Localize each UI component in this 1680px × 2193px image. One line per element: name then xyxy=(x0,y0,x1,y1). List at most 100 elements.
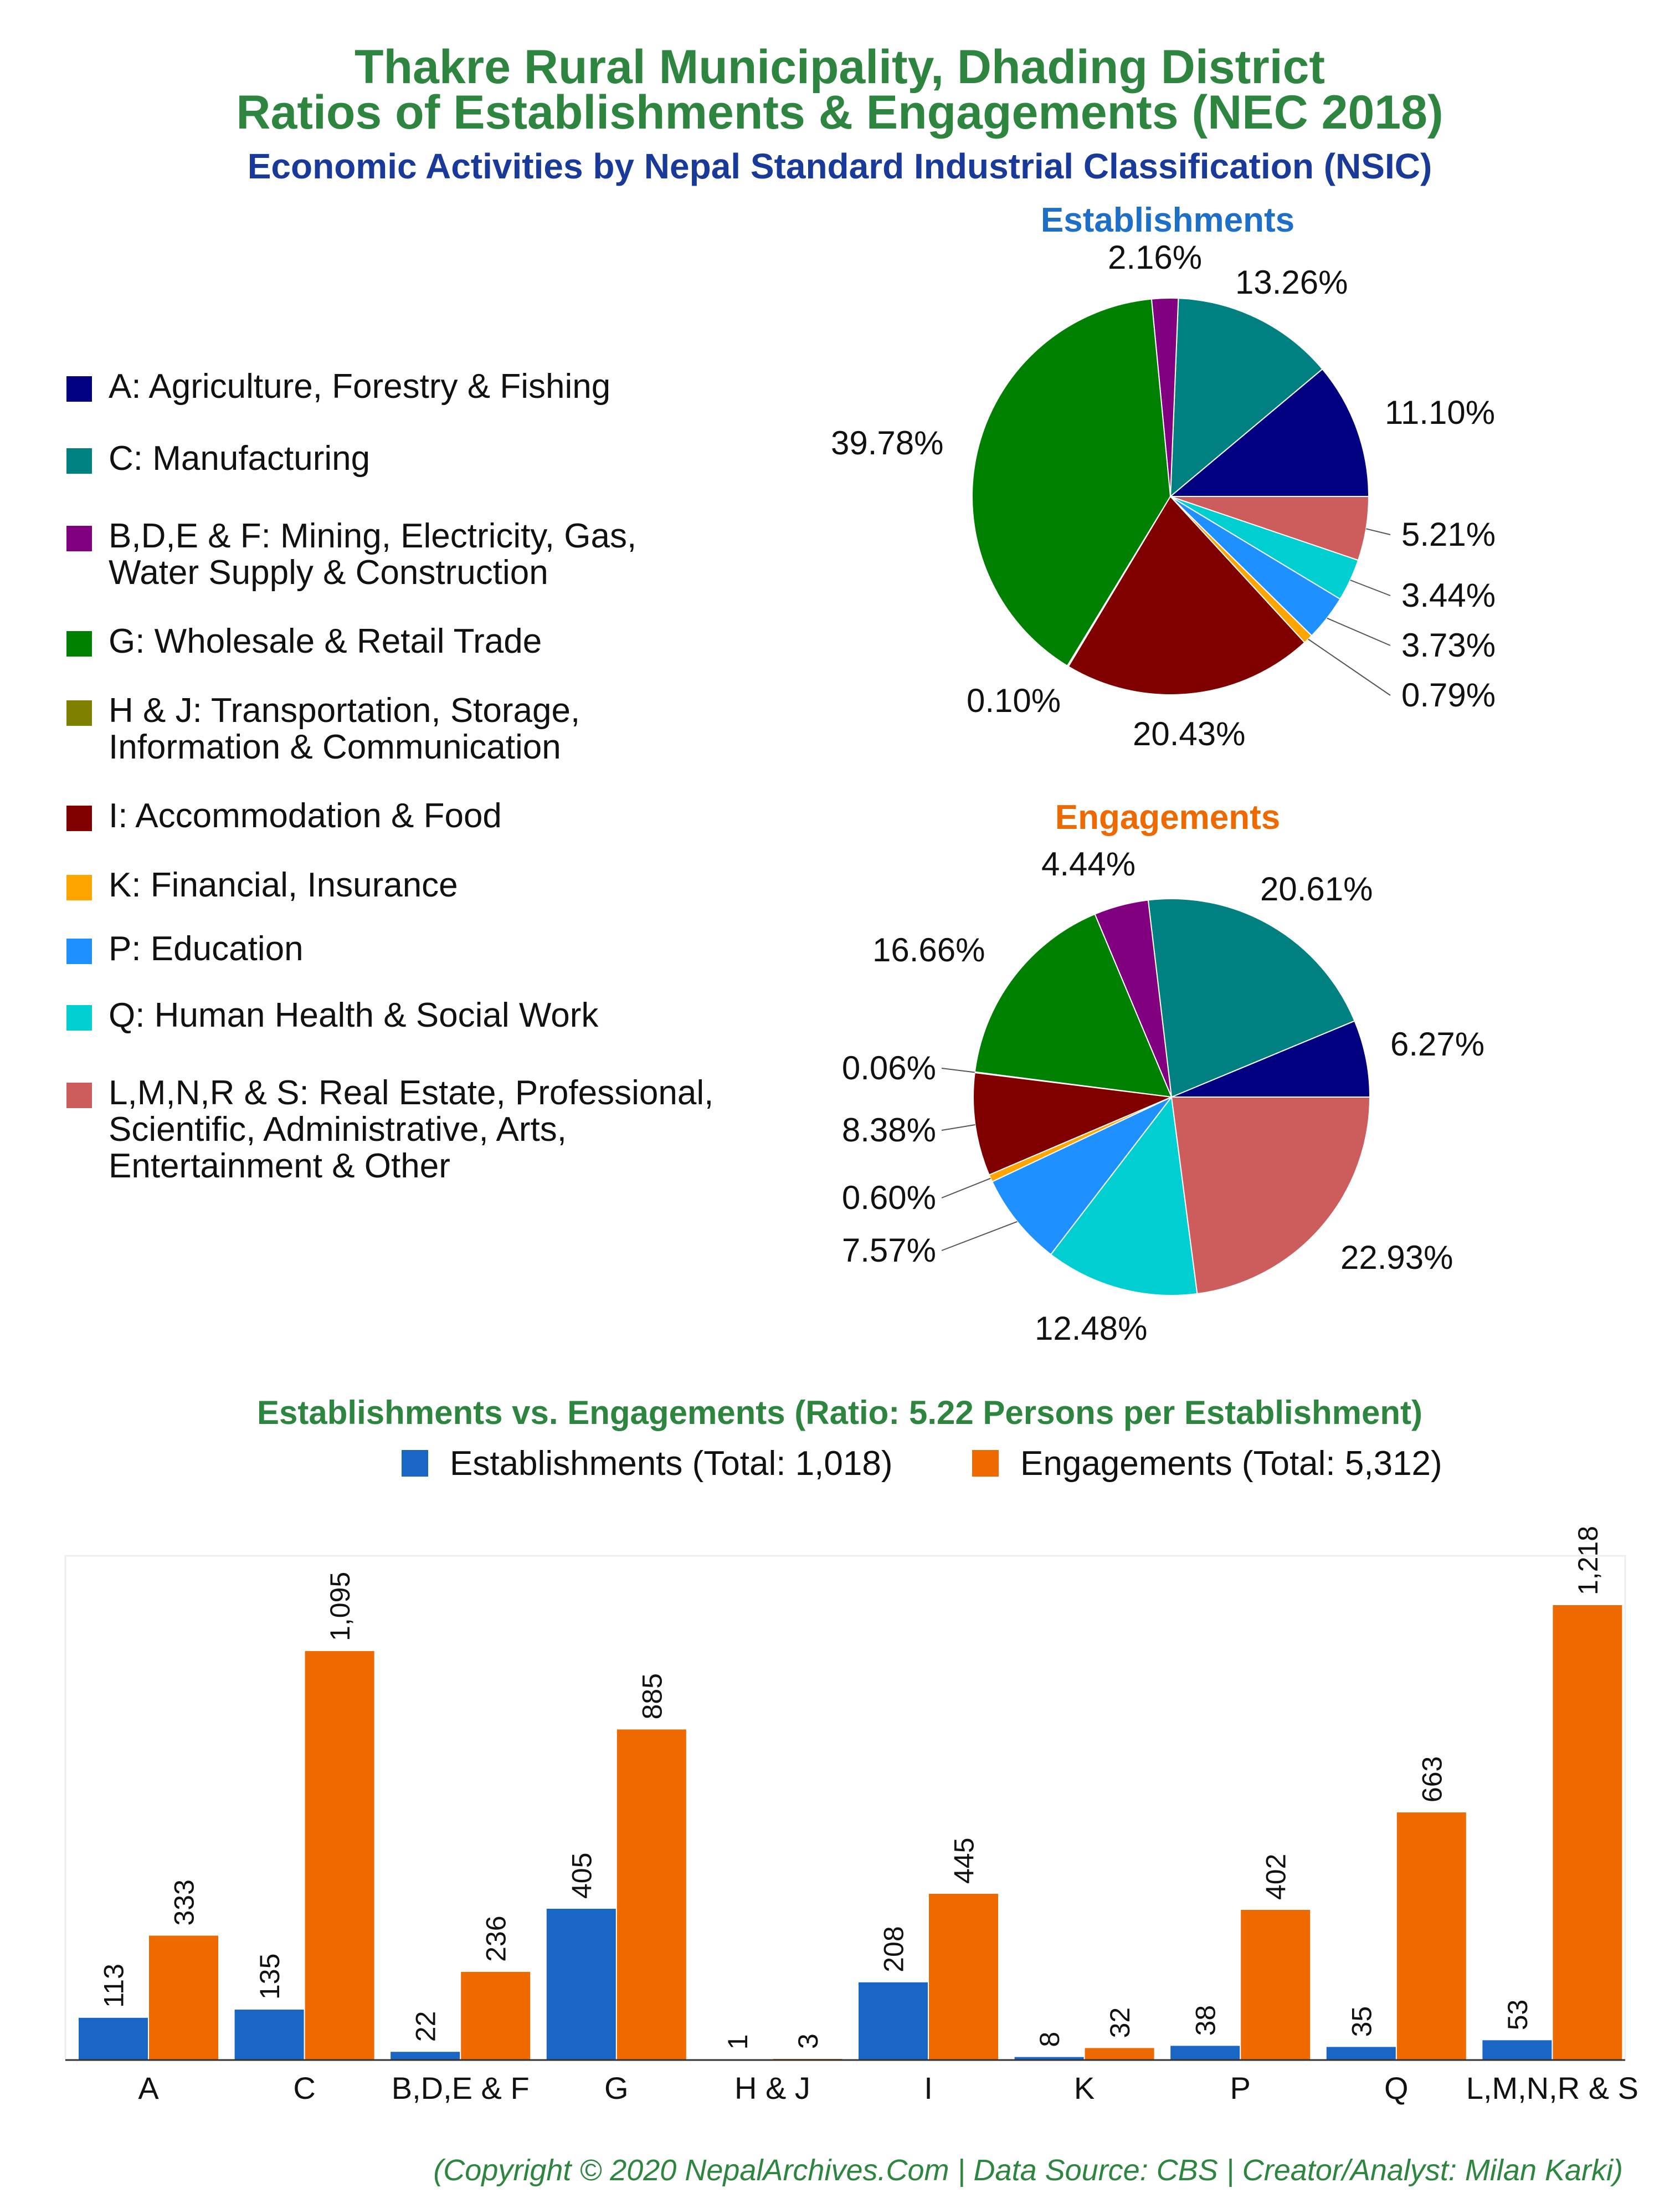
legend-item: K: Financial, Insurance xyxy=(66,867,829,904)
pie-establishments-leader-line xyxy=(1327,617,1391,646)
pie-establishments-slice-i xyxy=(1067,495,1306,695)
legend-label: C: Manufacturing xyxy=(109,439,371,478)
legend-item: H & J: Transportation, Storage, Informat… xyxy=(66,693,829,766)
bar-engagements xyxy=(616,1729,686,2060)
bar-legend-label-engagements: Engagements (Total: 5,312) xyxy=(1020,1444,1442,1483)
pie-establishments-leader-line xyxy=(1365,528,1391,535)
pie-establishments-title: Establishments xyxy=(1041,201,1294,239)
pie-establishments-percent-label: 13.26% xyxy=(1235,264,1348,301)
pie-engagements-slice-g xyxy=(974,913,1173,1098)
legend-label: K: Financial, Insurance xyxy=(109,866,458,904)
legend-item: L,M,N,R & S: Real Estate, Professional, … xyxy=(66,1075,829,1185)
legend-item: C: Manufacturing xyxy=(66,440,829,477)
pie-engagements: Engagements 6.27% 20.61% 4.44% 16.66% 0.06% 8… xyxy=(842,798,1484,1347)
bar-x-tick-label: G xyxy=(604,2071,629,2105)
legend-swatch xyxy=(66,448,92,474)
page-title-line2: Ratios of Establishments & Engagements (… xyxy=(236,86,1443,139)
bar-establishments xyxy=(1014,2057,1084,2060)
legend-item: Q: Human Health & Social Work xyxy=(66,997,829,1034)
footer-credit: (Copyright © 2020 NepalArchives.Com | Da… xyxy=(433,2154,1623,2187)
bar-engagements xyxy=(929,1894,998,2060)
legend-label: H & J: Transportation, Storage, Informat… xyxy=(109,691,580,766)
bar-legend-swatch-engagements xyxy=(972,1450,999,1477)
legend-item: G: Wholesale & Retail Trade xyxy=(66,623,829,660)
pie-establishments-percent-label: 11.10% xyxy=(1385,394,1495,431)
pie-engagements-percent-label: 22.93% xyxy=(1340,1239,1453,1276)
pie-establishments-percent-label: 20.43% xyxy=(1133,715,1246,752)
bar-value-label: 236 xyxy=(481,1915,512,1961)
bar-value-label: 32 xyxy=(1104,2007,1136,2038)
bar-value-label: 333 xyxy=(169,1879,200,1925)
pie-engagements-percent-label: 16.66% xyxy=(872,931,985,969)
bar-value-label: 1 xyxy=(722,2034,753,2049)
pie-engagements-percent-label: 7.57% xyxy=(842,1232,936,1269)
pie-establishments-percent-label: 3.44% xyxy=(1401,577,1496,614)
bar-establishments xyxy=(1326,2047,1396,2060)
legend-item: P: Education xyxy=(66,931,829,967)
pie-engagements-slice-a xyxy=(1171,1020,1371,1098)
legend-item: B,D,E & F: Mining, Electricity, Gas, Wat… xyxy=(66,518,829,591)
bar-value-label: 53 xyxy=(1502,2000,1533,2031)
bar-x-tick-label: Q xyxy=(1384,2071,1409,2105)
pie-engagements-slice-c xyxy=(1147,898,1355,1098)
pie-engagements-slice-l-m-n-r-s xyxy=(1170,1096,1371,1295)
bar-establishments xyxy=(1170,2046,1240,2060)
bar-establishments xyxy=(1482,2040,1552,2060)
bar-x-tick-label: K xyxy=(1074,2071,1095,2105)
bar-chart: Establishments vs. Engagements (Ratio: 5… xyxy=(64,1394,1638,2105)
pie-engagements-slice-i xyxy=(973,1072,1174,1176)
legend-swatch xyxy=(66,1005,92,1031)
pie-engagements-slice-p xyxy=(991,1096,1172,1256)
legend-swatch xyxy=(66,526,92,551)
bar-value-label: 1,218 xyxy=(1573,1526,1604,1595)
bar-legend-label-establishments: Establishments (Total: 1,018) xyxy=(450,1444,893,1483)
pie-engagements-leader-line xyxy=(941,1068,975,1073)
pie-engagements-leader-line xyxy=(941,1221,1018,1251)
legend-swatch xyxy=(66,939,92,964)
bar-value-label: 663 xyxy=(1416,1756,1447,1802)
bar-establishments xyxy=(546,1909,616,2060)
legend-swatch xyxy=(66,875,92,900)
pie-engagements-percent-label: 0.60% xyxy=(842,1179,936,1216)
bar-engagements xyxy=(1241,1910,1311,2060)
legend-swatch xyxy=(66,631,92,657)
bar-x-tick-label: B,D,E & F xyxy=(392,2071,530,2105)
bar-value-label: 113 xyxy=(99,1964,130,2008)
pie-engagements-percent-label: 12.48% xyxy=(1035,1310,1148,1347)
legend-label: P: Education xyxy=(109,930,304,968)
bar-value-label: 135 xyxy=(254,1954,285,2000)
bar-value-label: 445 xyxy=(949,1838,980,1884)
legend-item: I: Accommodation & Food xyxy=(66,798,829,834)
bar-engagements xyxy=(461,1971,531,2060)
pie-establishments-slice-c xyxy=(1169,298,1323,498)
page-title-line1: Thakre Rural Municipality, Dhading Distr… xyxy=(355,40,1325,94)
pie-establishments-percent-label: 0.10% xyxy=(967,682,1061,719)
pie-establishments-leader-line xyxy=(1308,638,1391,696)
pie-establishments-slice-g xyxy=(972,298,1172,667)
bar-plot-frame xyxy=(64,1555,1626,2061)
bar-legend: Establishments (Total: 1,018) Engagement… xyxy=(402,1444,1442,1483)
pie-establishments-slice-a xyxy=(1169,368,1370,497)
legend-label: Q: Human Health & Social Work xyxy=(109,996,599,1034)
pie-engagements-leader-line xyxy=(941,1124,975,1131)
bar-legend-swatch-establishments xyxy=(402,1450,428,1477)
pie-engagements-title: Engagements xyxy=(1055,798,1281,837)
legend-label: B,D,E & F: Mining, Electricity, Gas, Wat… xyxy=(109,517,637,592)
bar-engagements xyxy=(1396,1812,1466,2060)
bar-x-tick-label: H & J xyxy=(734,2071,810,2105)
pie-engagements-percent-label: 4.44% xyxy=(1041,846,1136,883)
bar-chart-title: Establishments vs. Engagements (Ratio: 5… xyxy=(257,1394,1422,1431)
legend-swatch xyxy=(66,1083,92,1108)
legend-label: G: Wholesale & Retail Trade xyxy=(109,622,542,660)
pie-establishments-percent-label: 0.79% xyxy=(1401,677,1496,714)
bar-engagements xyxy=(1085,2048,1154,2060)
pie-establishments-percent-label: 3.73% xyxy=(1401,627,1496,664)
bar-engagements xyxy=(305,1651,374,2060)
bar-engagements xyxy=(1553,1605,1622,2060)
pie-engagements-percent-label: 6.27% xyxy=(1390,1026,1484,1063)
bar-x-tick-label: A xyxy=(138,2071,159,2105)
bar-value-label: 402 xyxy=(1261,1854,1292,1900)
pie-engagements-slice-q xyxy=(1050,1095,1198,1297)
legend-swatch xyxy=(66,806,92,831)
